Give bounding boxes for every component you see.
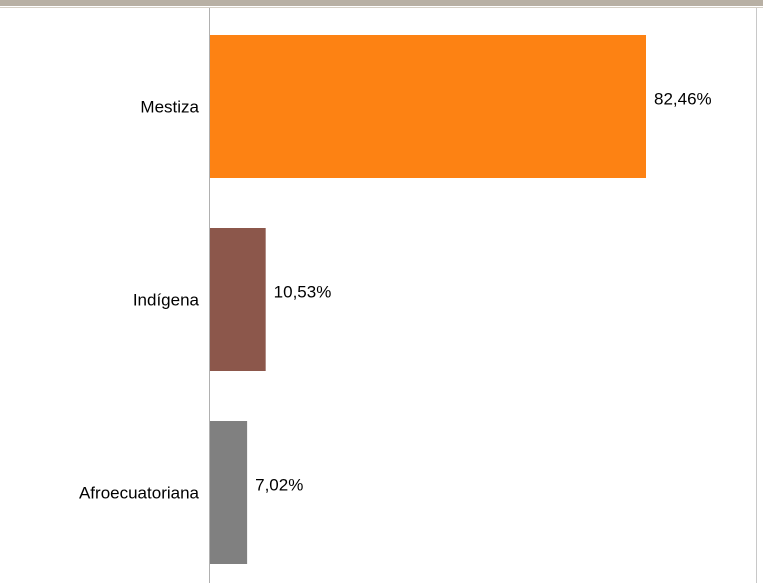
- bar-2: [210, 421, 248, 564]
- bar-1: [210, 228, 266, 371]
- value-label-1: 10,53%: [274, 283, 332, 302]
- category-label-1: Indígena: [133, 291, 200, 310]
- top-border-bar: [0, 0, 763, 6]
- value-label-0: 82,46%: [654, 90, 712, 109]
- value-label-2: 7,02%: [255, 476, 303, 495]
- bars-group: Mestiza 82,46% Indígena 10,53% Afroecuatoria…: [79, 35, 712, 564]
- category-label-0: Mestiza: [140, 98, 199, 117]
- bar-0: [210, 35, 646, 178]
- category-label-2: Afroecuatoriana: [79, 484, 200, 503]
